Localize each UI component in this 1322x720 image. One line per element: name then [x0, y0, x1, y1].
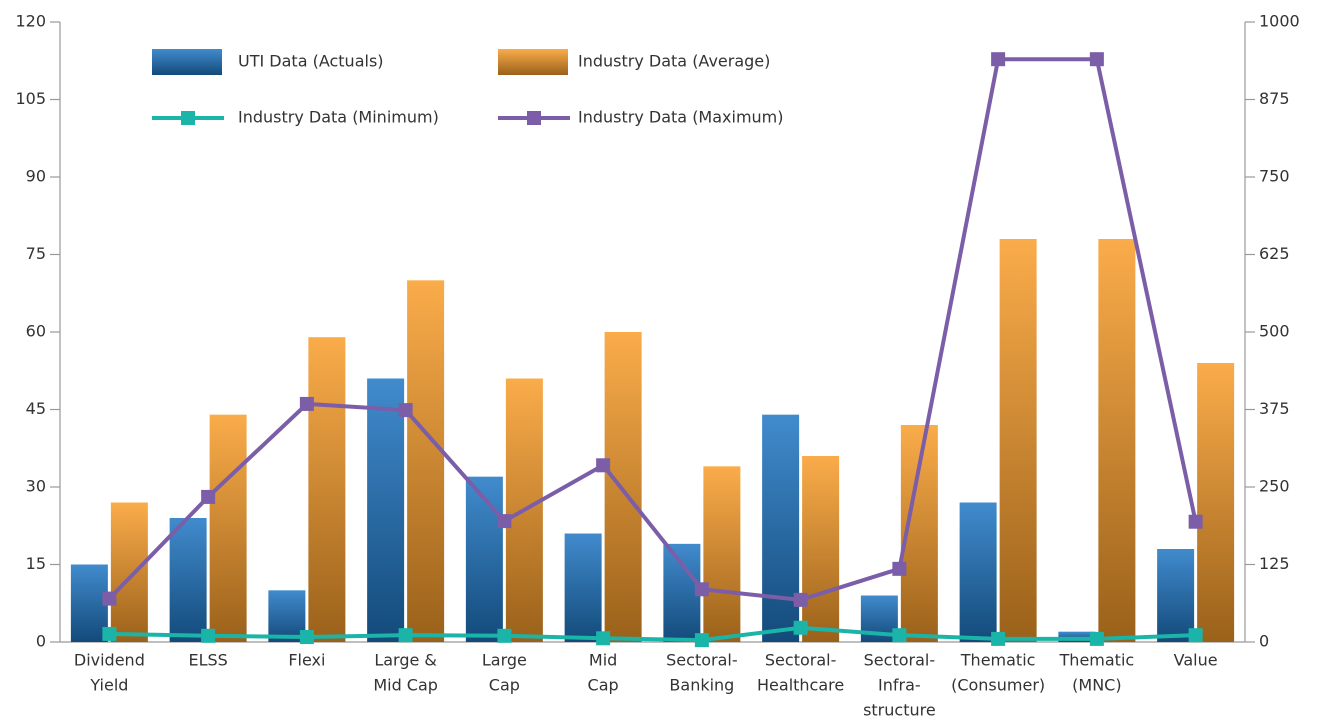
line-marker	[201, 628, 216, 643]
line-marker	[398, 403, 413, 418]
y-tick-label: 90	[26, 167, 46, 186]
x-tick-label: Banking	[669, 676, 734, 695]
line-marker	[596, 458, 611, 473]
y2-tick-label: 250	[1259, 477, 1290, 496]
bar	[268, 590, 306, 642]
line-marker	[596, 631, 611, 646]
y2-tick-label: 375	[1259, 399, 1290, 418]
legend-marker	[527, 111, 541, 125]
x-tick-label: Large	[482, 651, 527, 670]
line-marker	[991, 52, 1006, 67]
x-tick-label: Healthcare	[757, 676, 844, 695]
line-marker	[991, 631, 1006, 646]
bar	[209, 414, 247, 642]
bar	[70, 564, 108, 642]
x-tick-label: (MNC)	[1072, 676, 1121, 695]
legend-label: UTI Data (Actuals)	[238, 52, 384, 71]
legend-swatch	[152, 49, 222, 75]
x-tick-label: ELSS	[188, 651, 227, 670]
line-marker	[497, 628, 512, 643]
y-tick-label: 30	[26, 477, 46, 496]
line-marker	[1089, 631, 1104, 646]
line-marker	[299, 396, 314, 411]
line-marker	[398, 628, 413, 643]
bar	[169, 518, 207, 642]
x-tick-label: Cap	[489, 676, 520, 695]
y-tick-label: 105	[15, 89, 46, 108]
bar	[1098, 239, 1136, 642]
x-tick-label: Sectoral-	[864, 651, 935, 670]
bar	[465, 476, 503, 642]
x-tick-label: Value	[1174, 651, 1218, 670]
line-marker	[201, 489, 216, 504]
x-tick-label: Mid Cap	[373, 676, 438, 695]
bar	[999, 239, 1037, 642]
line-marker	[694, 582, 709, 597]
legend-label: Industry Data (Average)	[578, 52, 770, 71]
x-tick-label: Sectoral-	[666, 651, 737, 670]
legend-swatch	[498, 49, 568, 75]
x-tick-label: Thematic	[1059, 651, 1135, 670]
bar	[308, 337, 346, 642]
line-marker	[793, 592, 808, 607]
y-tick-label: 0	[36, 632, 46, 651]
bar	[762, 414, 800, 642]
bar	[604, 332, 642, 642]
y2-tick-label: 125	[1259, 554, 1290, 573]
line-marker	[892, 561, 907, 576]
line-marker	[694, 633, 709, 648]
x-tick-label: Flexi	[288, 651, 325, 670]
x-tick-label: (Consumer)	[951, 676, 1045, 695]
x-tick-label: Infra-	[878, 676, 921, 695]
y2-tick-label: 750	[1259, 167, 1290, 186]
bar	[663, 543, 701, 642]
line	[107, 57, 1198, 602]
line-marker	[299, 630, 314, 645]
y2-tick-label: 625	[1259, 244, 1290, 263]
x-tick-label: Thematic	[960, 651, 1036, 670]
y-tick-label: 120	[15, 12, 46, 31]
bar	[367, 378, 405, 642]
x-tick-label: Sectoral-	[765, 651, 836, 670]
y2-tick-label: 0	[1259, 632, 1269, 651]
line-marker	[1089, 52, 1104, 67]
x-tick-label: structure	[863, 701, 936, 720]
bar	[703, 466, 741, 642]
line-marker	[1188, 628, 1203, 643]
legend-label: Industry Data (Maximum)	[578, 108, 784, 127]
x-tick-label: Large &	[374, 651, 437, 670]
bar	[802, 456, 840, 642]
legend-label: Industry Data (Minimum)	[238, 108, 439, 127]
y-tick-label: 15	[26, 554, 46, 573]
line-marker	[1188, 514, 1203, 529]
x-tick-label: Mid	[589, 651, 617, 670]
line-marker	[102, 626, 117, 641]
line-marker	[892, 628, 907, 643]
bar	[564, 533, 602, 642]
y-tick-label: 75	[26, 244, 46, 263]
x-tick-label: Yield	[89, 676, 128, 695]
y2-tick-label: 500	[1259, 322, 1290, 341]
bar	[1157, 549, 1195, 642]
bar	[1197, 363, 1235, 642]
bar	[110, 502, 148, 642]
bar	[407, 280, 445, 642]
y2-tick-label: 1000	[1259, 12, 1300, 31]
x-tick-label: Cap	[588, 676, 619, 695]
y2-tick-label: 875	[1259, 89, 1290, 108]
line-marker	[497, 514, 512, 529]
bar	[1058, 631, 1096, 642]
y-tick-label: 60	[26, 322, 46, 341]
line-marker	[102, 591, 117, 606]
x-tick-label: Dividend	[74, 651, 145, 670]
line-marker	[793, 620, 808, 635]
line	[109, 625, 1196, 643]
bar	[959, 502, 997, 642]
legend-marker	[181, 111, 195, 125]
y-tick-label: 45	[26, 399, 46, 418]
